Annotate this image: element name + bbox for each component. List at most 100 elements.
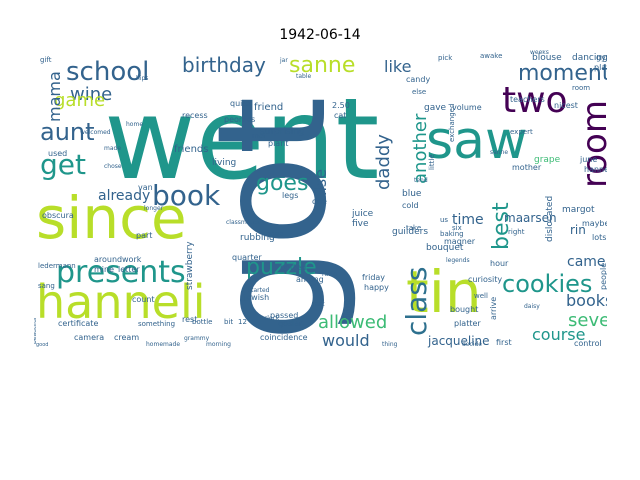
word-got: got [186, 96, 360, 342]
word-hour: hour [490, 259, 509, 268]
word-five: five [352, 219, 369, 229]
word-little: little [428, 154, 436, 170]
word-gift: gift [40, 56, 52, 64]
word-passed: passed [270, 311, 298, 320]
word-awake: awake [480, 52, 502, 60]
word-welcomed: welcomed [80, 129, 111, 136]
word-living: living [212, 158, 236, 168]
word-class: class [400, 266, 433, 336]
word-coincidence: coincidence [260, 333, 308, 342]
word-van: van [138, 183, 153, 192]
word-dancing: dancing [572, 53, 607, 63]
word-clock: clock [264, 315, 280, 322]
word-potted: potted [280, 263, 306, 272]
word-letter: letter [118, 265, 140, 274]
word-mine: mine [94, 265, 114, 274]
word-maarsen: maarsen [504, 211, 557, 225]
word-surprising: surprising [260, 127, 305, 137]
word-went: went [104, 75, 379, 205]
word-beautiful: beautiful [34, 317, 38, 344]
word-teachers: teachers [510, 95, 545, 104]
word-gave: gave [424, 103, 447, 113]
word-grape: grape [534, 155, 561, 165]
word-peonies: peonies [224, 115, 255, 124]
word-allowed: allowed [318, 312, 387, 333]
word-thing: thing [382, 341, 398, 348]
word-rubbing: rubbing [240, 233, 275, 243]
word-nicest: nicest [554, 101, 578, 110]
word-bouquet: bouquet [426, 243, 464, 253]
word-2-50: 2.50 [332, 101, 350, 110]
word-goslar: goslar [278, 319, 303, 328]
word-one: one [312, 197, 327, 206]
word-friends: friends [174, 144, 208, 155]
word-cream: cream [114, 333, 139, 342]
word-presents: presents [56, 255, 186, 290]
word-hanne: hanne [584, 165, 607, 174]
word-candy: candy [406, 75, 430, 84]
word-room: room [572, 84, 590, 92]
word-jar: jar [279, 57, 288, 64]
word-school: school [66, 57, 149, 87]
word-morning: morning [206, 341, 231, 348]
word-right: right [508, 228, 525, 236]
word-legends: legends [446, 257, 470, 264]
word-something: something [138, 320, 175, 328]
word-decide: decide [462, 341, 482, 348]
word-lots: lots [592, 233, 606, 242]
word-blouse: blouse [532, 53, 562, 63]
word-magner: magner [444, 237, 476, 246]
word-take: take [406, 224, 421, 232]
word-bottle: bottle [192, 318, 212, 326]
word-chose: chose [104, 163, 122, 170]
word-well: well [474, 292, 488, 300]
word-met: met [252, 132, 266, 140]
word-baking: baking [440, 230, 464, 238]
word-12: 12 [238, 318, 247, 326]
word-weeks: weeks [530, 50, 549, 56]
word-legs: legs [282, 191, 298, 200]
word-dining: dining [344, 298, 352, 320]
word-people: people [599, 263, 607, 290]
word-moment: moment [518, 61, 607, 86]
word-platter: platter [454, 319, 481, 328]
word-play: play [594, 63, 607, 72]
word-came: came [567, 254, 606, 270]
word-curiosity: curiosity [468, 275, 502, 284]
word-arrive: arrive [489, 297, 498, 320]
cloud-title: 1942-06-14 [279, 27, 361, 43]
word-expert: expert [510, 128, 533, 136]
word-mama: mama [45, 71, 64, 122]
word-wine: wine [70, 84, 112, 105]
word-six: six [452, 224, 462, 232]
word-pick: pick [438, 54, 453, 62]
word-tin: tin [406, 258, 482, 326]
word-ledermann: ledermann [38, 262, 76, 270]
word-sanne: sanne [289, 53, 355, 78]
word-tart: tart [312, 300, 325, 308]
word-aunt: aunt [40, 118, 95, 146]
word-classmates: classmates [226, 219, 260, 226]
word-among: among [296, 275, 324, 284]
word-time: time [452, 212, 484, 228]
word-quarter: quarter [232, 253, 262, 262]
word-obscura: obscura [42, 211, 74, 220]
word-us: us [440, 216, 448, 224]
word-hips: hips [136, 75, 148, 82]
word-cat: cat [334, 111, 346, 120]
word-recess: recess [182, 111, 208, 120]
word-grammy: grammy [184, 335, 210, 342]
word-certificate: certificate [58, 319, 98, 328]
word-daddy: daddy [373, 134, 394, 190]
word-jewish: jewish [243, 293, 269, 302]
word-work: work [122, 255, 142, 264]
word-first: first [496, 338, 512, 347]
word-bought: bought [450, 305, 478, 314]
word-like: like [384, 57, 411, 76]
word-daisy: daisy [524, 303, 540, 310]
word-room: room [575, 100, 607, 188]
word-longer: longer [144, 205, 164, 212]
word-rin: rin [570, 223, 586, 237]
word-dislocated: dislocated [545, 196, 555, 242]
